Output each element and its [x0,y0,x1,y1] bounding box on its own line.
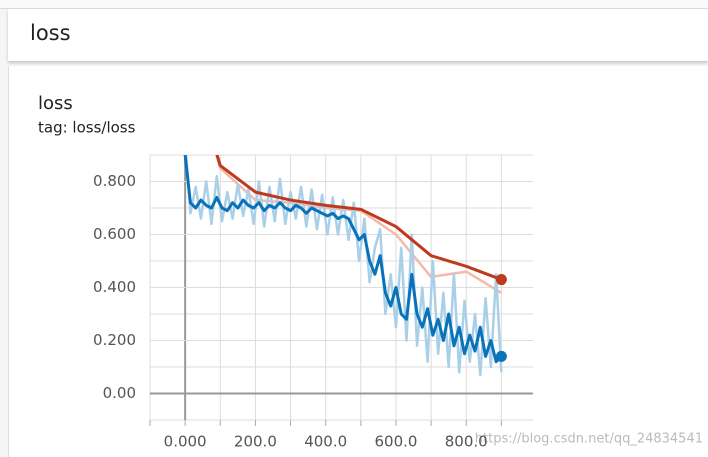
x-tick-label: 600.0 [374,433,417,451]
end-marker [495,274,507,286]
y-tick-label: 0.800 [93,172,136,190]
series-line [215,155,502,281]
y-tick-label: 0.400 [93,278,136,296]
y-tick-label: 0.600 [93,225,136,243]
x-tick-label: 200.0 [234,433,277,451]
watermark: https://blog.csdn.net/qq_24834541 [475,432,703,447]
x-tick-label: 400.0 [304,433,347,451]
header[interactable]: loss [8,9,708,61]
header-title: loss [30,21,71,45]
series-line [184,155,503,377]
chart-title: loss [38,93,73,114]
end-marker [495,350,507,362]
x-tick-label: 800.0 [445,433,488,451]
top-strip [0,0,708,9]
y-tick-label: 0.200 [93,331,136,349]
y-tick-label: 0.00 [103,384,136,402]
x-tick-label: 0.000 [164,433,207,451]
series-line [183,155,503,364]
chart-subtitle: tag: loss/loss [38,119,136,137]
series-line [215,155,503,294]
